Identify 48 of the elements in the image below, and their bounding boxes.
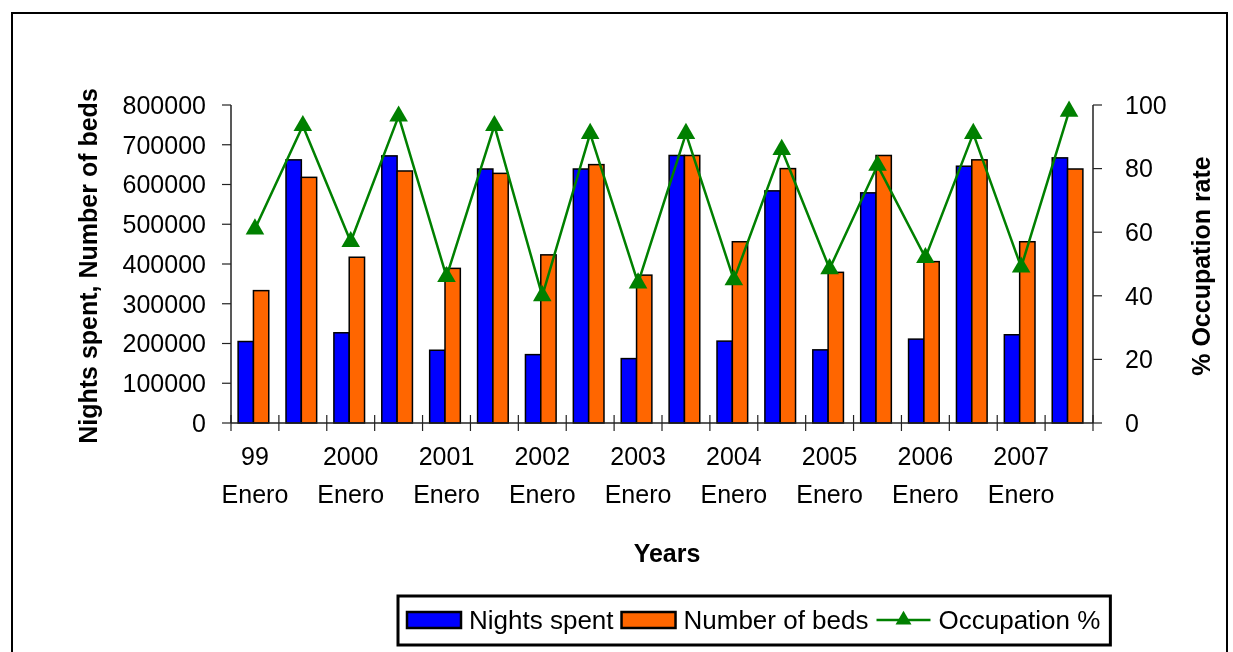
- point: [245, 218, 265, 235]
- x-tick-label: 2004 Enero: [700, 442, 768, 508]
- y2-tick-label: 20: [1125, 345, 1153, 374]
- y-tick-label: 0: [192, 408, 206, 437]
- y2-axis-title: % Occupation rate: [1186, 156, 1215, 376]
- y-tick-label: 300000: [122, 289, 206, 318]
- y-tick-label: 500000: [122, 210, 206, 238]
- legend-label: Occupation %: [938, 605, 1101, 635]
- y-tick-label: 600000: [122, 170, 206, 199]
- point: [1059, 100, 1079, 117]
- point: [580, 122, 600, 139]
- point: [389, 105, 408, 122]
- legend-label: Number of beds: [683, 605, 869, 635]
- point: [820, 258, 839, 275]
- x-tick-label: 2007 Enero: [987, 442, 1055, 508]
- point: [293, 114, 313, 132]
- point: [868, 154, 887, 171]
- point: [532, 285, 552, 302]
- x-axis-title: Years: [633, 538, 701, 567]
- x-tick-label: 99 Enero: [221, 442, 289, 508]
- point: [437, 265, 456, 283]
- point: [963, 122, 983, 139]
- y-tick-label: 400000: [122, 249, 206, 278]
- y-tick-label: 200000: [122, 329, 206, 358]
- x-tick-label: 2003 Enero: [604, 442, 672, 508]
- y2-tick-label: 80: [1125, 154, 1153, 183]
- point: [341, 230, 361, 248]
- legend-label: Nights spent: [469, 605, 615, 635]
- x-tick-label: 2002 Enero: [508, 442, 576, 508]
- y2-tick-label: 40: [1125, 281, 1153, 310]
- point: [485, 114, 504, 132]
- point: [772, 138, 792, 155]
- x-tick-label: 2005 Enero: [796, 442, 863, 508]
- y-tick-label: 800000: [122, 90, 206, 119]
- point: [628, 272, 648, 289]
- y2-tick-label: 60: [1125, 217, 1153, 246]
- point: [1011, 256, 1031, 273]
- x-tick-label: 2006 Enero: [892, 442, 959, 508]
- y2-tick-label: 100: [1125, 90, 1167, 119]
- x-tick-label: 2001 Enero: [413, 442, 480, 508]
- x-tick-label: 2000 Enero: [317, 442, 385, 508]
- point: [916, 246, 935, 264]
- point: [676, 122, 696, 139]
- y-tick-label: 700000: [122, 130, 206, 159]
- point: [724, 269, 744, 286]
- y-tick-label: 100000: [122, 369, 206, 397]
- y-axis-title: Nights spent, Number of beds: [73, 88, 102, 444]
- y2-tick-label: 0: [1125, 408, 1139, 437]
